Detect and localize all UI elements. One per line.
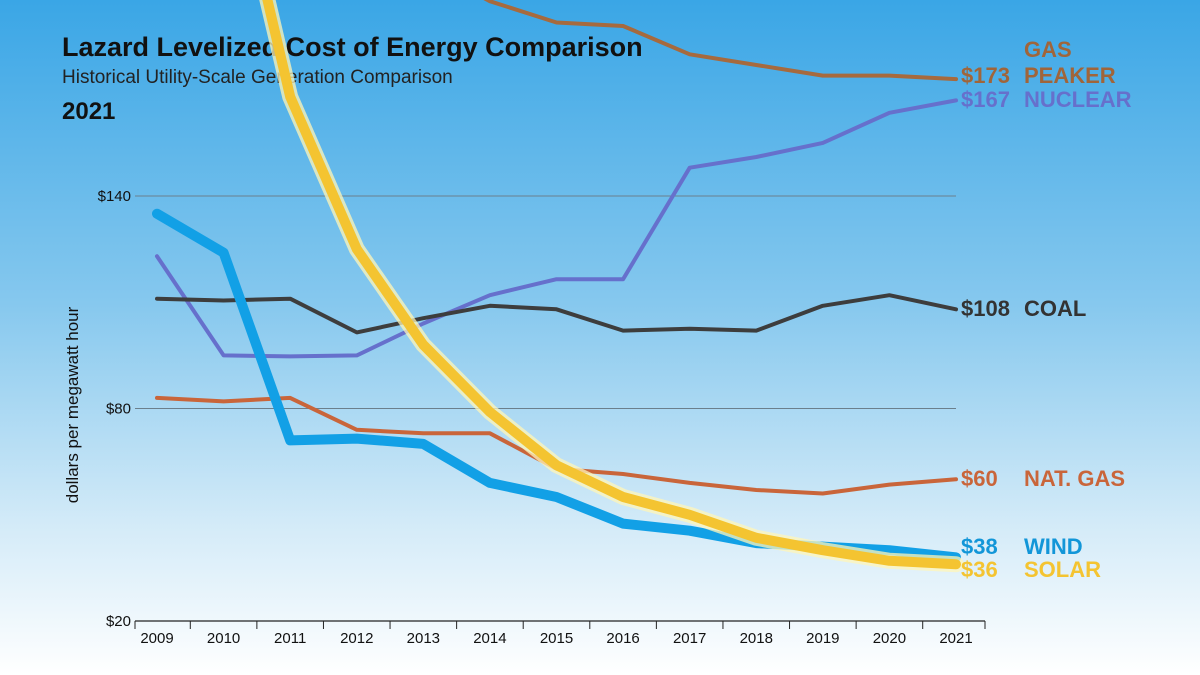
end-value-wind: $38 xyxy=(961,534,998,559)
x-tick-label: 2019 xyxy=(806,630,839,647)
x-tick-label: 2021 xyxy=(939,630,972,647)
end-name-gas-peaker: GAS xyxy=(1024,37,1072,62)
y-tick-label: $20 xyxy=(106,613,131,630)
chart-subtitle: Historical Utility-Scale Generation Comp… xyxy=(62,67,453,88)
x-tick-label: 2014 xyxy=(473,630,506,647)
end-value-coal: $108 xyxy=(961,296,1010,321)
gridlines xyxy=(135,195,956,409)
x-tick-label: 2010 xyxy=(207,630,240,647)
x-tick-label: 2018 xyxy=(740,630,773,647)
end-value-solar: $36 xyxy=(961,557,998,582)
end-name-nat-gas: NAT. GAS xyxy=(1024,466,1125,491)
series-lines xyxy=(152,0,964,573)
x-axis: 2009 2010 2011 2012 2013 2014 2015 2016 2017 2018… xyxy=(134,620,986,647)
chart-title: Lazard Levelized Cost of Energy Comparis… xyxy=(62,32,643,62)
x-tick-label: 2013 xyxy=(407,630,440,647)
x-tick-label: 2012 xyxy=(340,630,373,647)
end-value-nat-gas: $60 xyxy=(961,466,998,491)
end-value-nuclear: $167 xyxy=(961,87,1010,112)
series-line-solar xyxy=(262,0,961,570)
x-tick-label: 2011 xyxy=(274,630,306,647)
end-name-nuclear: NUCLEAR xyxy=(1024,87,1132,112)
series-line-gas-peaker xyxy=(483,0,958,82)
series-line-coal xyxy=(155,293,958,335)
end-name-gas-peaker: PEAKER xyxy=(1024,63,1116,88)
y-tick-label: $80 xyxy=(106,401,131,418)
series-line-nuclear xyxy=(155,98,958,359)
end-value-gas-peaker: $173 xyxy=(961,63,1010,88)
x-tick-label: 2009 xyxy=(140,630,173,647)
year-label: 2021 xyxy=(62,98,115,125)
x-tick-label: 2016 xyxy=(606,630,639,647)
y-axis-label: dollars per megawatt hour xyxy=(63,306,82,503)
x-tick-label: 2020 xyxy=(873,630,906,647)
x-tick-label: 2017 xyxy=(673,630,706,647)
x-tick-label: 2015 xyxy=(540,630,573,647)
y-tick-label: $140 xyxy=(98,188,131,205)
y-axis-ticks: $140 $80 $20 xyxy=(98,188,131,630)
series-line-wind xyxy=(152,208,961,563)
end-name-solar: SOLAR xyxy=(1024,557,1101,582)
end-name-wind: WIND xyxy=(1024,534,1083,559)
end-name-coal: COAL xyxy=(1024,296,1086,321)
